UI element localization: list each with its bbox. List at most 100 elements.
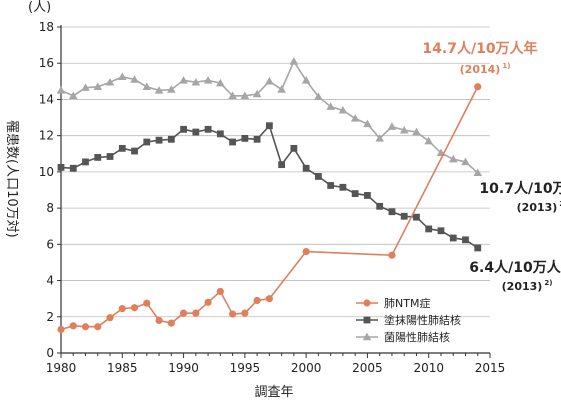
data-point-smear-positive-tb-2005 xyxy=(364,192,371,199)
data-point-smear-positive-tb-1981 xyxy=(69,164,77,172)
data-point-ntm-1988 xyxy=(155,316,163,324)
data-point-smear-positive-tb-2013 xyxy=(462,236,469,244)
data-point-ntm-1991 xyxy=(192,309,200,317)
data-point-smear-positive-tb-2007 xyxy=(388,208,396,216)
data-point-culture-positive-tb-2014 xyxy=(473,168,483,177)
data-point-ntm-1997 xyxy=(265,295,273,303)
data-point-smear-positive-tb-1985 xyxy=(118,144,126,152)
y-unit-label: (人) xyxy=(28,0,51,15)
data-point-culture-positive-tb-1995 xyxy=(240,91,250,100)
data-point-smear-positive-tb-1987 xyxy=(143,138,151,146)
legend-label-ntm: 肺NTM症 xyxy=(384,296,430,310)
data-point-culture-positive-tb-1992 xyxy=(203,76,213,84)
data-point-smear-positive-tb-2002 xyxy=(327,182,335,189)
series-culture-positive-tb xyxy=(56,57,483,177)
grid-layer xyxy=(61,26,490,318)
x-tick-label-2010: 2010 xyxy=(413,361,444,375)
data-point-smear-positive-tb-2001 xyxy=(315,173,322,180)
y-tick-label-14: 14 xyxy=(39,92,54,106)
annotation-2-year: (2013) xyxy=(517,201,558,214)
x-tick-label-1980: 1980 xyxy=(46,361,77,375)
x-tick-label-1985: 1985 xyxy=(107,361,138,375)
data-point-smear-positive-tb-1993 xyxy=(216,130,224,138)
x-tick-label-1990: 1990 xyxy=(168,361,199,375)
data-point-ntm-1981 xyxy=(69,322,77,330)
data-point-culture-positive-tb-2007 xyxy=(387,122,397,130)
annotation-layer: 14.7人/10万人年(2014)1)10.7人/10万人年(2013)2)6.… xyxy=(422,40,561,293)
data-point-smear-positive-tb-1989 xyxy=(167,135,175,143)
data-point-culture-positive-tb-1981 xyxy=(68,91,78,100)
x-tick-label-2015: 2015 xyxy=(475,361,506,375)
annotation-1-year: (2014) xyxy=(460,63,501,76)
data-point-smear-positive-tb-2000 xyxy=(302,164,310,172)
data-point-culture-positive-tb-1997 xyxy=(265,77,274,85)
data-point-culture-positive-tb-2005 xyxy=(363,119,372,128)
data-point-smear-positive-tb-1988 xyxy=(155,136,163,144)
legend-label-culture-positive-tb: 菌陽性肺結核 xyxy=(384,330,450,344)
x-tick-label-2005: 2005 xyxy=(352,361,383,375)
data-point-smear-positive-tb-1990 xyxy=(180,125,187,133)
data-point-ntm-1996 xyxy=(253,296,261,305)
data-point-smear-positive-tb-2006 xyxy=(376,202,384,210)
annotation-3-footnote: 2) xyxy=(544,279,552,287)
legend-marker-smear-positive-tb xyxy=(363,316,371,324)
data-point-smear-positive-tb-1992 xyxy=(204,125,212,133)
data-point-ntm-1985 xyxy=(118,305,126,313)
data-point-culture-positive-tb-1982 xyxy=(81,83,90,91)
data-point-culture-positive-tb-2001 xyxy=(314,92,323,100)
data-point-culture-positive-tb-1988 xyxy=(154,86,164,94)
legend-marker-culture-positive-tb xyxy=(362,332,372,341)
data-point-culture-positive-tb-1996 xyxy=(252,89,262,98)
data-point-culture-positive-tb-1987 xyxy=(142,82,152,90)
annotation-2-value: 10.7人/10万人年 xyxy=(479,180,561,197)
data-point-smear-positive-tb-1998 xyxy=(278,161,286,169)
legend-marker-ntm xyxy=(363,299,371,307)
data-point-smear-positive-tb-1983 xyxy=(94,154,102,161)
data-point-ntm-1987 xyxy=(143,299,151,307)
data-point-ntm-1995 xyxy=(241,309,249,317)
data-point-smear-positive-tb-2010 xyxy=(425,225,433,233)
data-point-smear-positive-tb-1997 xyxy=(265,122,273,130)
data-point-culture-positive-tb-1991 xyxy=(191,77,201,86)
data-point-smear-positive-tb-2011 xyxy=(437,227,445,235)
data-point-culture-positive-tb-1983 xyxy=(93,82,103,90)
annotation-3-value: 6.4人/10万人年 xyxy=(469,259,561,276)
data-point-culture-positive-tb-1984 xyxy=(105,77,115,86)
data-point-smear-positive-tb-1986 xyxy=(131,147,138,155)
y-tick-label-6: 6 xyxy=(46,237,54,251)
y-tick-label-2: 2 xyxy=(46,310,54,324)
y-tick-label-4: 4 xyxy=(46,274,54,288)
data-point-ntm-1984 xyxy=(106,314,114,322)
data-point-culture-positive-tb-1990 xyxy=(179,76,188,84)
series-smear-positive-tb xyxy=(57,122,482,252)
y-tick-label-18: 18 xyxy=(39,20,54,34)
x-axis-label: 調査年 xyxy=(254,385,293,400)
data-point-culture-positive-tb-1994 xyxy=(228,91,237,100)
data-point-ntm-1982 xyxy=(81,323,90,331)
annotation-2-footnote: 2) xyxy=(559,200,561,208)
series-ntm xyxy=(57,83,482,334)
data-point-culture-positive-tb-2012 xyxy=(448,154,458,163)
data-point-smear-positive-tb-1999 xyxy=(290,144,298,152)
annotation-3-year: (2013) xyxy=(502,280,543,293)
data-point-smear-positive-tb-2012 xyxy=(449,234,457,242)
y-tick-label-16: 16 xyxy=(39,56,54,70)
data-point-ntm-1993 xyxy=(216,287,224,296)
y-axis-label: 罹患数(人口10万対) xyxy=(4,120,19,238)
data-point-ntm-2000 xyxy=(302,247,310,256)
annotation-1-footnote: 1) xyxy=(502,62,510,70)
data-point-smear-positive-tb-1984 xyxy=(106,153,114,160)
data-point-culture-positive-tb-2006 xyxy=(375,134,384,142)
data-point-smear-positive-tb-1996 xyxy=(253,135,261,143)
data-point-ntm-1992 xyxy=(204,298,212,306)
data-point-culture-positive-tb-2009 xyxy=(412,127,421,136)
series-layer xyxy=(56,57,483,334)
data-point-culture-positive-tb-1986 xyxy=(130,75,139,83)
data-point-ntm-2007 xyxy=(388,251,396,259)
data-point-smear-positive-tb-2004 xyxy=(351,190,359,198)
y-tick-label-10: 10 xyxy=(39,165,54,179)
data-point-smear-positive-tb-1995 xyxy=(241,134,249,142)
data-point-ntm-1983 xyxy=(94,323,102,331)
